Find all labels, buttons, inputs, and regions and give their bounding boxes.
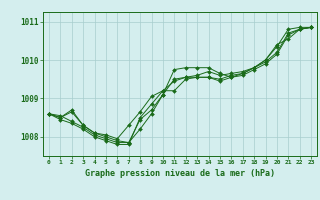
X-axis label: Graphe pression niveau de la mer (hPa): Graphe pression niveau de la mer (hPa): [85, 169, 275, 178]
